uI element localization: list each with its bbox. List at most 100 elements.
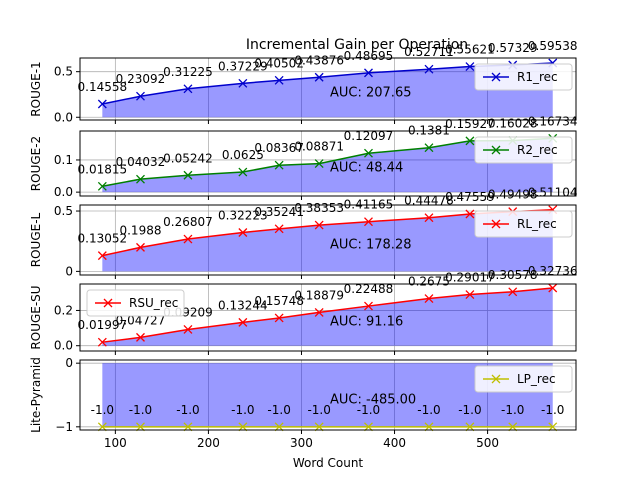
data-point: [364, 422, 373, 432]
data-label: 0.23092: [116, 72, 166, 86]
auc-fill: [102, 287, 553, 346]
y-axis-title: ROUGE-L: [29, 212, 43, 267]
data-label: 0.08367: [254, 141, 304, 155]
legend-label: RL_rec: [517, 217, 557, 231]
data-label: 0.22488: [344, 282, 394, 296]
data-point: [314, 72, 324, 82]
data-point: [314, 422, 324, 432]
data-label: -1.0: [541, 403, 564, 417]
data-point: [97, 337, 107, 347]
auc-fill: [102, 209, 553, 272]
data-label: 0.51104: [528, 186, 578, 200]
legend: LP_rec: [474, 365, 573, 393]
chart-title: Incremental Gain per Operation: [246, 37, 468, 53]
data-point: [97, 99, 107, 109]
data-point: [97, 422, 107, 432]
data-label: 0.08871: [294, 140, 344, 154]
data-label: 0.13052: [78, 232, 128, 246]
legend-box: [474, 365, 573, 393]
legend: RL_rec: [474, 210, 573, 238]
data-point: [183, 234, 193, 244]
y-tick-label: −1: [55, 420, 73, 434]
legend-box: [474, 136, 573, 164]
data-point: [548, 283, 558, 293]
x-tick-label: 400: [383, 436, 406, 450]
data-point: [424, 422, 434, 432]
data-label: 0.04032: [116, 155, 166, 169]
data-label: 0.44478: [404, 194, 454, 208]
y-tick-label: 0.0: [54, 110, 73, 124]
data-label: 0.01997: [78, 318, 128, 332]
data-label: 0.15927: [445, 117, 495, 131]
data-point: [465, 422, 475, 432]
axes-frame: [79, 130, 577, 197]
data-point: [465, 136, 475, 146]
legend-label: RSU_rec: [129, 296, 178, 310]
y-tick-label: 0: [65, 356, 73, 370]
data-point: [274, 75, 284, 85]
data-label: -1.0: [176, 403, 199, 417]
data-point: [136, 174, 145, 184]
data-label: 0.43876: [294, 53, 344, 67]
data-point: [274, 224, 284, 234]
auc-annotation: AUC: -485.00: [330, 392, 416, 407]
data-label: 0.16028: [488, 117, 538, 131]
legend-marker: [491, 72, 501, 82]
data-point: [508, 287, 518, 297]
data-point: [548, 422, 558, 432]
data-label: 0.0625: [222, 148, 264, 162]
data-label: -1.0: [267, 403, 290, 417]
data-label: -1.0: [129, 403, 152, 417]
data-label: 0.31225: [163, 65, 213, 79]
data-point: [183, 84, 193, 94]
data-label: 0.57329: [488, 41, 538, 55]
data-label: 0.18879: [294, 288, 344, 302]
data-point: [238, 228, 248, 237]
data-label: 0.40502: [254, 56, 304, 70]
data-point: [424, 143, 434, 153]
data-label: 0.01815: [78, 162, 128, 176]
legend-box: [474, 210, 573, 238]
y-axis-title: ROUGE-SU: [29, 285, 43, 349]
auc-annotation: AUC: 178.28: [330, 237, 412, 252]
data-label: -1.0: [307, 403, 330, 417]
axes-frame: [79, 283, 577, 352]
data-point: [424, 64, 434, 74]
data-label: 0.38353: [294, 201, 344, 215]
axes-frame: [79, 57, 577, 121]
legend: R2_rec: [474, 136, 573, 164]
legend-marker: [491, 374, 501, 384]
data-point: [274, 313, 284, 323]
data-label: 0.49498: [488, 188, 538, 202]
data-point: [274, 160, 284, 170]
data-label: 0.04727: [116, 313, 166, 327]
data-label: 0.2675: [408, 275, 450, 289]
data-point: [136, 91, 145, 101]
data-label: -1.0: [501, 403, 524, 417]
x-axis-title: Word Count: [293, 456, 364, 470]
y-axis-title: ROUGE-1: [29, 61, 43, 116]
data-point: [238, 422, 248, 432]
data-label: 0.14558: [78, 80, 128, 94]
data-point: [364, 301, 373, 311]
legend: RSU_rec: [86, 289, 185, 317]
y-tick-label: 0.5: [54, 65, 73, 79]
data-label: -1.0: [357, 403, 380, 417]
data-point: [364, 217, 373, 227]
data-label: 0.47559: [445, 190, 495, 204]
data-label: 0.55621: [445, 43, 495, 57]
data-point: [136, 332, 145, 342]
data-label: -1.0: [91, 403, 114, 417]
data-label: 0.05242: [163, 151, 213, 165]
data-label: 0.12097: [344, 129, 394, 143]
y-tick-label: 0: [65, 264, 73, 278]
data-label: 0.37229: [218, 59, 268, 73]
data-point: [364, 68, 373, 78]
data-label: 0.32736: [528, 264, 578, 278]
data-label: 0.16734: [528, 114, 578, 128]
data-label: 0.15748: [254, 294, 304, 308]
data-point: [136, 422, 145, 432]
data-label: 0.48695: [344, 49, 394, 63]
